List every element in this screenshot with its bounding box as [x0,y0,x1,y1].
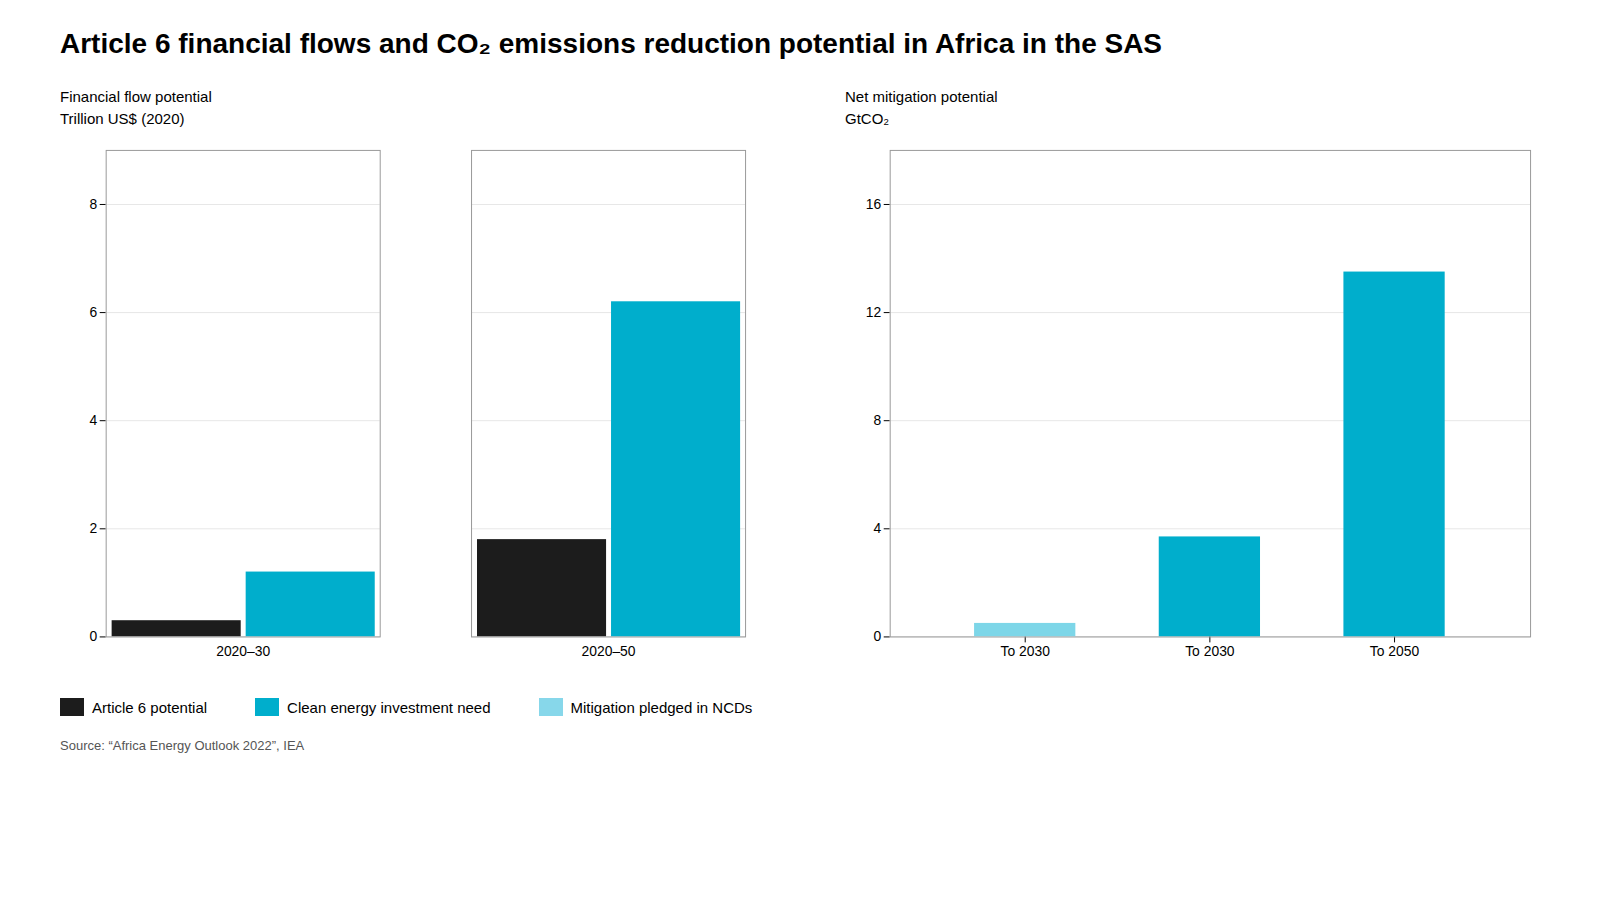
svg-text:6: 6 [90,304,98,320]
svg-text:4: 4 [874,520,882,536]
html-text:Mitigation pledged in NCDs: Mitigation pledged in NCDs [570,698,753,716]
html-text:Source: “Africa Energy Outlook: Source: “Africa Energy Outlook 2022”, IE… [60,738,305,754]
html-text:GtCO₂: GtCO₂ [845,110,890,127]
html-text:Article 6 potential: Article 6 potential [92,698,208,716]
svg-text:8: 8 [90,196,98,212]
html-text:Financial flow potential: Financial flow potential [60,88,212,105]
svg-text:16: 16 [866,196,882,212]
svg-text:4: 4 [90,412,98,428]
svg-text:2020–30: 2020–30 [216,643,270,659]
svg-text:To 2030: To 2030 [1001,643,1051,659]
svg-text:2020–50: 2020–50 [582,643,636,659]
svg-text:0: 0 [90,628,98,644]
svg-text:0: 0 [874,628,882,644]
svg-text:12: 12 [866,304,882,320]
svg-text:8: 8 [874,412,882,428]
svg-text:To 2030: To 2030 [1185,643,1235,659]
html-text:Article 6 financial flows and: Article 6 financial flows and CO₂ emissi… [60,28,1163,59]
svg-text:To 2050: To 2050 [1370,643,1420,659]
svg-text:2: 2 [90,520,98,536]
html-text:Clean energy investment need: Clean energy investment need [287,698,491,716]
html-text:Trillion US$ (2020): Trillion US$ (2020) [60,110,185,127]
html-text:Net mitigation potential: Net mitigation potential [845,88,998,105]
